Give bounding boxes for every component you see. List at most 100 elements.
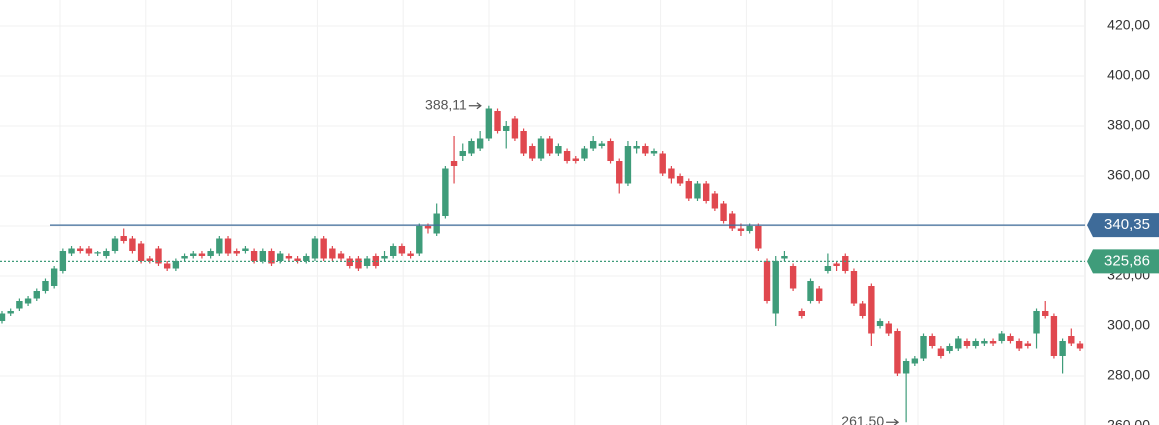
- candle-body: [233, 251, 240, 254]
- candle-body: [859, 303, 866, 316]
- candle-body: [555, 146, 562, 154]
- candle-body: [190, 253, 197, 256]
- candle-body: [676, 176, 684, 184]
- candle-body: [163, 263, 171, 269]
- candle-body: [363, 258, 371, 266]
- candle-body: [650, 151, 658, 154]
- candle-body: [224, 238, 232, 254]
- candle-body: [911, 358, 919, 364]
- candle-body: [729, 213, 736, 229]
- candle-body: [876, 321, 884, 326]
- candle-body: [0, 313, 6, 321]
- annotation-label: 261,50: [841, 413, 884, 425]
- candle-body: [129, 238, 136, 251]
- candle-body: [172, 261, 180, 269]
- candle-body: [1059, 341, 1066, 356]
- candle-body: [285, 256, 293, 259]
- candle-body: [1033, 311, 1040, 334]
- candle-body: [1015, 341, 1023, 349]
- candle-body: [259, 251, 267, 261]
- candle-body: [372, 256, 380, 266]
- candle-body: [398, 246, 406, 254]
- candle-body: [468, 141, 475, 154]
- candle-body: [303, 256, 310, 261]
- candle-body: [685, 181, 692, 199]
- candle-body: [598, 143, 606, 146]
- candle-body: [320, 238, 327, 259]
- candle-body: [720, 203, 727, 221]
- candle-body: [155, 248, 162, 264]
- candle-body: [355, 258, 362, 269]
- y-tick-label: 300,00: [1107, 317, 1150, 333]
- candle-body: [450, 161, 458, 166]
- candle-body: [346, 258, 353, 266]
- candle-body: [633, 146, 640, 149]
- candle-body: [781, 256, 788, 259]
- candle-body: [1042, 311, 1049, 316]
- candle-body: [537, 138, 545, 159]
- candle-body: [563, 151, 571, 161]
- candle-body: [981, 341, 988, 344]
- candle-body: [937, 348, 945, 356]
- candle-body: [120, 236, 127, 241]
- candle-body: [842, 256, 849, 271]
- candle-body: [946, 346, 953, 351]
- candle-body: [442, 168, 449, 216]
- y-tick-label: 400,00: [1107, 67, 1150, 83]
- candle-body: [207, 251, 214, 256]
- candle-body: [902, 361, 910, 374]
- candle-body: [894, 331, 901, 374]
- candle-body: [746, 226, 753, 231]
- y-tick-label: 380,00: [1107, 117, 1150, 133]
- candle-body: [485, 108, 493, 139]
- candle-body: [755, 226, 762, 249]
- candle-body: [433, 213, 440, 234]
- candle-body: [546, 138, 553, 154]
- candle-body: [181, 256, 188, 259]
- candle-body: [390, 246, 397, 256]
- candle-body: [381, 256, 388, 259]
- price-label-box: [1087, 249, 1159, 274]
- candle-body: [868, 286, 875, 334]
- candle-body: [607, 141, 614, 161]
- candle-body: [929, 336, 936, 346]
- candle-body: [737, 228, 745, 231]
- candle-body: [337, 253, 345, 259]
- candle-body: [24, 298, 32, 304]
- candle-body: [1076, 343, 1084, 349]
- candle-body: [1007, 336, 1014, 341]
- candle-body: [833, 263, 840, 266]
- candle-body: [7, 311, 14, 314]
- candle-body: [763, 261, 771, 301]
- candle-body: [989, 341, 997, 344]
- candle-body: [581, 148, 588, 159]
- candle-body: [624, 146, 632, 184]
- candle-body: [972, 341, 979, 346]
- candle-body: [311, 238, 319, 259]
- candle-body: [424, 226, 432, 229]
- candle-body: [50, 268, 58, 286]
- candle-body: [416, 226, 423, 254]
- candle-body: [111, 238, 119, 251]
- candle-body: [77, 248, 84, 251]
- candle-body: [1024, 343, 1032, 346]
- annotation-arrow: [468, 102, 482, 110]
- candle-body: [268, 251, 275, 264]
- candle-body: [242, 248, 249, 251]
- candle-body: [520, 131, 527, 154]
- candle-body: [476, 138, 484, 149]
- candle-body: [850, 271, 858, 304]
- candle-body: [294, 258, 301, 261]
- candle-body: [920, 336, 927, 359]
- candle-body: [494, 111, 501, 131]
- candle-body: [137, 243, 145, 261]
- candle-body: [216, 238, 223, 254]
- candle-body: [33, 291, 40, 299]
- y-tick-label: 420,00: [1107, 17, 1150, 33]
- candle-body: [503, 126, 510, 131]
- candle-body: [572, 158, 579, 161]
- candle-body: [616, 161, 623, 184]
- y-tick-label: 280,00: [1107, 367, 1150, 383]
- price-label-box: [1087, 213, 1159, 238]
